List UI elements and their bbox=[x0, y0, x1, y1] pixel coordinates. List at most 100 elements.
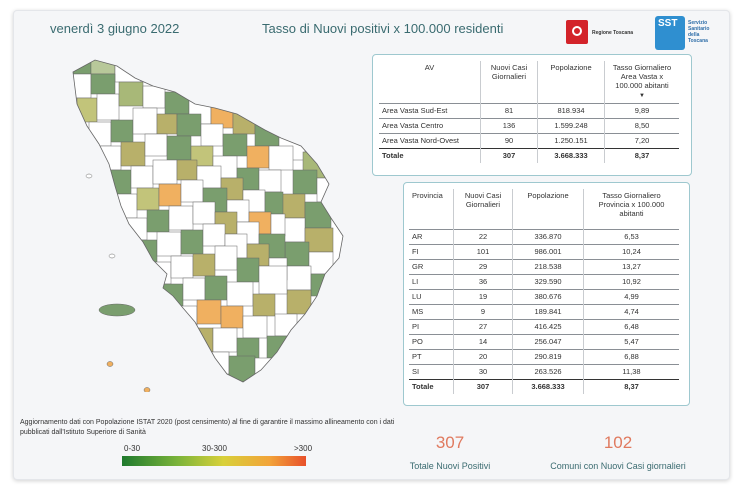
prov-cell: 36 bbox=[453, 274, 513, 290]
prov-row: SI 30 263.526 11,38 bbox=[409, 364, 679, 380]
sort-arrow-icon[interactable]: ▼ bbox=[639, 93, 645, 99]
prov-cell: FI bbox=[409, 244, 454, 260]
prov-cell: SI bbox=[409, 364, 454, 380]
sst-short: SST bbox=[658, 18, 678, 29]
prov-cell: 20 bbox=[453, 349, 513, 365]
av-cell: 136 bbox=[480, 118, 538, 134]
kpi-comuni-value: 102 bbox=[603, 433, 633, 452]
legend-label-mid: 30-300 bbox=[202, 444, 227, 453]
av-total-row: Totale 307 3.668.333 8,37 bbox=[379, 148, 679, 163]
prov-cell: 6,53 bbox=[583, 229, 679, 245]
legend-gradient-bar bbox=[122, 456, 306, 466]
av-cell: 9,89 bbox=[604, 103, 679, 119]
prov-row: PI 27 416.425 6,48 bbox=[409, 319, 679, 335]
prov-cell: 14 bbox=[453, 334, 513, 350]
prov-row: PT 20 290.819 6,88 bbox=[409, 349, 679, 365]
col-tasso-provincia: Tasso Giornaliero Provincia x 100.000 ab… bbox=[583, 189, 679, 230]
prov-cell: 6,48 bbox=[583, 319, 679, 335]
update-note: Aggiornamento dati con Popolazione ISTAT… bbox=[20, 419, 395, 436]
sst-logo: SST Servizio Sanitario della Toscana bbox=[655, 16, 719, 52]
sst-mark: SST bbox=[655, 16, 685, 50]
area-vasta-panel: AV Nuovi Casi Giornalieri Popolazione Ta… bbox=[372, 54, 692, 176]
province-panel: Provincia Nuovi Casi Giornalieri Popolaz… bbox=[403, 182, 690, 406]
av-cell: Area Vasta Centro bbox=[379, 118, 481, 134]
av-cell: Area Vasta Sud-Est bbox=[379, 103, 481, 119]
kpi-comuni-label: Comuni con Nuovi Casi giornalieri bbox=[550, 461, 686, 471]
prov-cell: 263.526 bbox=[512, 364, 584, 380]
municipality-cells bbox=[73, 60, 343, 382]
av-row: Area Vasta Nord-Ovest 90 1.250.151 7,20 bbox=[379, 133, 679, 149]
av-cell: Totale bbox=[379, 148, 481, 163]
av-row: Area Vasta Sud-Est 81 818.934 9,89 bbox=[379, 103, 679, 119]
prov-row: MS 9 189.841 4,74 bbox=[409, 304, 679, 320]
prov-cell: 22 bbox=[453, 229, 513, 245]
col-nuovi-casi: Nuovi Casi Giornalieri bbox=[453, 189, 513, 230]
av-row: Area Vasta Centro 136 1.599.248 8,50 bbox=[379, 118, 679, 134]
kpi-positivi-label: Totale Nuovi Positivi bbox=[409, 461, 491, 471]
prov-cell: 101 bbox=[453, 244, 513, 260]
av-cell: 3.668.333 bbox=[537, 148, 605, 163]
island-gorgona bbox=[85, 173, 93, 179]
pegasus-icon bbox=[566, 20, 588, 44]
av-cell: 1.250.151 bbox=[537, 133, 605, 149]
col-popolazione: Popolazione bbox=[512, 189, 584, 230]
av-cell: 1.599.248 bbox=[537, 118, 605, 134]
col-popolazione: Popolazione bbox=[537, 61, 605, 104]
prov-row: LI 36 329.590 10,92 bbox=[409, 274, 679, 290]
prov-cell: 5,47 bbox=[583, 334, 679, 350]
prov-cell: 380.676 bbox=[512, 289, 584, 305]
legend-label-low: 0-30 bbox=[124, 444, 141, 453]
prov-cell: 6,88 bbox=[583, 349, 679, 365]
av-cell: 818.934 bbox=[537, 103, 605, 119]
prov-row: PO 14 256.047 5,47 bbox=[409, 334, 679, 350]
av-cell: 8,37 bbox=[604, 148, 679, 163]
prov-cell: PT bbox=[409, 349, 454, 365]
prov-cell: 27 bbox=[453, 319, 513, 335]
prov-cell: LU bbox=[409, 289, 454, 305]
prov-row: AR 22 336.870 6,53 bbox=[409, 229, 679, 245]
prov-cell: 256.047 bbox=[512, 334, 584, 350]
prov-cell: 11,38 bbox=[583, 364, 679, 380]
region-outline bbox=[72, 59, 344, 383]
prov-cell: 10,24 bbox=[583, 244, 679, 260]
av-cell: 81 bbox=[480, 103, 538, 119]
prov-total-row: Totale 307 3.668.333 8,37 bbox=[409, 379, 679, 394]
prov-row: LU 19 380.676 4,99 bbox=[409, 289, 679, 305]
province-table: Provincia Nuovi Casi Giornalieri Popolaz… bbox=[409, 189, 679, 394]
av-cell: 7,20 bbox=[604, 133, 679, 149]
col-av: AV bbox=[424, 63, 435, 72]
prov-row: FI 101 986.001 10,24 bbox=[409, 244, 679, 260]
prov-cell: 19 bbox=[453, 289, 513, 305]
report-date: venerdì 3 giugno 2022 bbox=[50, 21, 180, 36]
prov-cell: Totale bbox=[409, 379, 454, 394]
prov-cell: 29 bbox=[453, 259, 513, 275]
prov-cell: 10,92 bbox=[583, 274, 679, 290]
prov-cell: 307 bbox=[453, 379, 513, 394]
island-montecristo bbox=[106, 361, 114, 367]
prov-cell: 8,37 bbox=[583, 379, 679, 394]
prov-cell: 189.841 bbox=[512, 304, 584, 320]
prov-cell: PI bbox=[409, 319, 454, 335]
col-tasso-av[interactable]: Tasso Giornaliero Area Vasta x 100.000 a… bbox=[604, 61, 679, 104]
prov-cell: 336.870 bbox=[512, 229, 584, 245]
page-title: Tasso di Nuovi positivi x 100.000 reside… bbox=[262, 21, 504, 36]
island-elba bbox=[98, 303, 136, 317]
col-nuovi-casi: Nuovi Casi Giornalieri bbox=[480, 61, 538, 104]
area-vasta-table: AV Nuovi Casi Giornalieri Popolazione Ta… bbox=[379, 61, 679, 163]
prov-cell: GR bbox=[409, 259, 454, 275]
prov-cell: 986.001 bbox=[512, 244, 584, 260]
prov-cell: 329.590 bbox=[512, 274, 584, 290]
prov-cell: PO bbox=[409, 334, 454, 350]
prov-cell: 13,27 bbox=[583, 259, 679, 275]
av-cell: 307 bbox=[480, 148, 538, 163]
prov-cell: 9 bbox=[453, 304, 513, 320]
legend-label-high: >300 bbox=[294, 444, 313, 453]
prov-cell: 4,74 bbox=[583, 304, 679, 320]
prov-cell: 4,99 bbox=[583, 289, 679, 305]
tuscany-map bbox=[72, 59, 344, 392]
island-giglio bbox=[143, 387, 151, 392]
prov-cell: 290.819 bbox=[512, 349, 584, 365]
regione-toscana-logo: Regione Toscana bbox=[566, 20, 633, 50]
prov-cell: 30 bbox=[453, 364, 513, 380]
col-provincia: Provincia bbox=[412, 191, 443, 200]
